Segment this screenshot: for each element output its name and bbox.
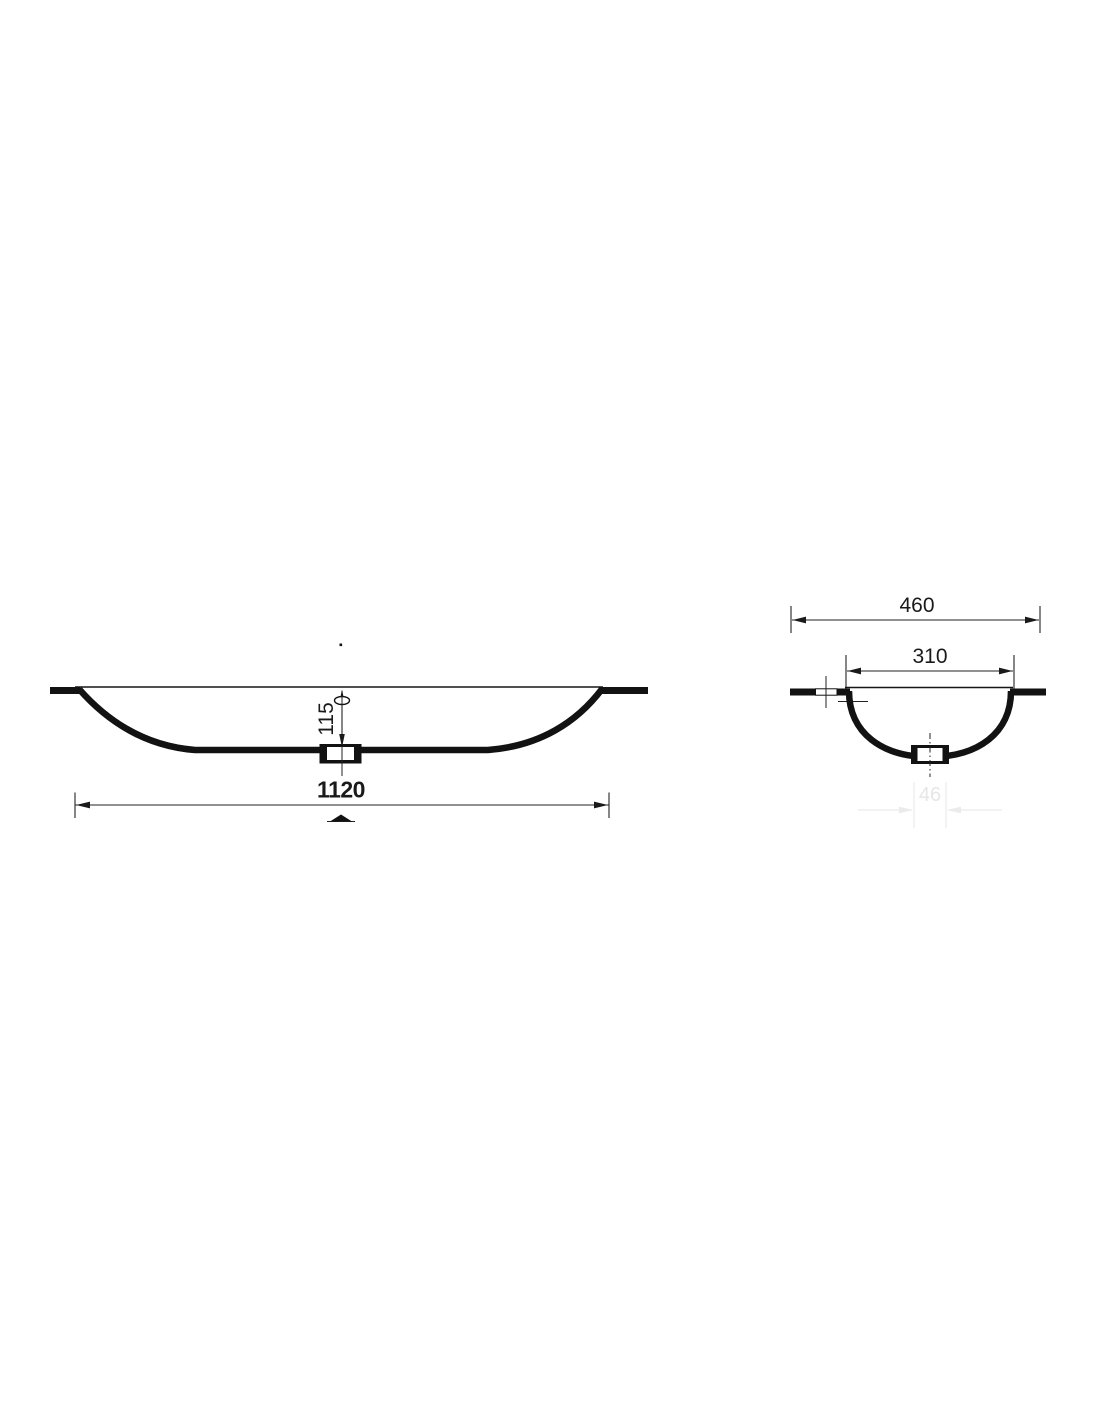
- width-arrow-right-icon: [594, 801, 608, 809]
- front-depth-dimension: 115: [315, 689, 351, 748]
- front-width-dimension: 1120: [74, 777, 610, 822]
- center-reference-dot: [339, 643, 343, 647]
- outer-arrow-right-icon: [1025, 616, 1039, 624]
- side-view: 460 310: [790, 594, 1046, 828]
- ghost-drain-dimension: 46: [858, 782, 1002, 828]
- ghost-arrow-right-icon: [947, 806, 961, 814]
- side-inner-dimension: 310: [845, 645, 1015, 689]
- depth-arrow-down-icon: [339, 734, 345, 748]
- width-dimension-label: 1120: [317, 777, 365, 803]
- inner-arrow-left-icon: [847, 667, 861, 675]
- depth-dimension-label: 115: [315, 702, 338, 735]
- outer-arrow-left-icon: [792, 616, 806, 624]
- width-arrow-left-icon: [76, 801, 90, 809]
- ghost-arrow-left-icon: [899, 806, 913, 814]
- front-drain-opening: [327, 747, 354, 760]
- outer-dimension-label: 460: [899, 594, 934, 617]
- ghost-dimension-label: 46: [919, 784, 941, 806]
- side-outer-dimension: 460: [790, 594, 1041, 633]
- side-drain-opening: [917, 748, 943, 761]
- center-mark-icon: [330, 814, 352, 822]
- front-view: 115 1120: [50, 643, 648, 822]
- inner-arrow-right-icon: [999, 667, 1013, 675]
- inner-dimension-label: 310: [912, 645, 947, 668]
